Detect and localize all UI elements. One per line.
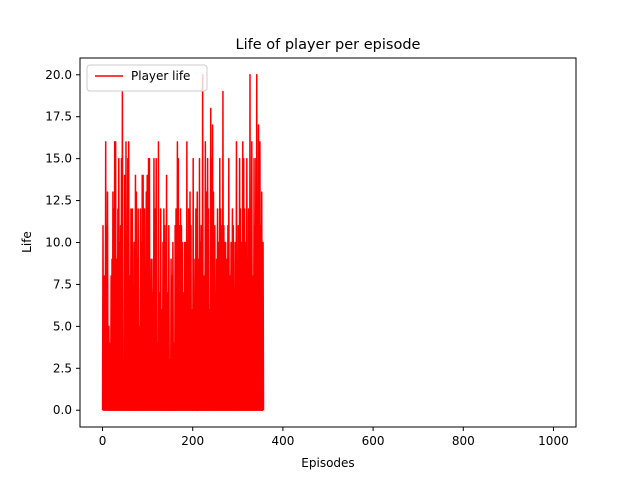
y-tick-label: 5.0 <box>53 319 72 333</box>
legend-label: Player life <box>131 69 190 83</box>
y-tick-label: 17.5 <box>45 110 72 124</box>
legend-box <box>86 64 208 92</box>
y-tick-label: 7.5 <box>53 277 72 291</box>
y-tick-label: 12.5 <box>45 194 72 208</box>
plot-area <box>101 74 265 411</box>
x-tick-label: 200 <box>181 434 204 448</box>
x-tick-label: 1000 <box>538 434 569 448</box>
y-tick-label: 0.0 <box>53 403 72 417</box>
y-tick-label: 2.5 <box>53 361 72 375</box>
y-axis-ticks: 0.0 2.5 5.0 7.5 10.0 12.5 15.0 17.5 20.0 <box>45 68 80 417</box>
y-axis-label: Life <box>20 231 34 253</box>
y-tick-label: 20.0 <box>45 68 72 82</box>
legend: Player life <box>86 64 208 92</box>
x-tick-label: 0 <box>99 434 107 448</box>
x-axis-label: Episodes <box>301 456 354 470</box>
series-line-0 <box>101 74 265 411</box>
x-tick-label: 400 <box>271 434 294 448</box>
x-axis-ticks: 0 200 400 600 800 1000 <box>99 427 569 448</box>
chart-title: Life of player per episode <box>236 37 421 53</box>
y-tick-label: 10.0 <box>45 236 72 250</box>
x-tick-label: 800 <box>452 434 475 448</box>
y-tick-label: 15.0 <box>45 152 72 166</box>
x-tick-label: 600 <box>362 434 385 448</box>
